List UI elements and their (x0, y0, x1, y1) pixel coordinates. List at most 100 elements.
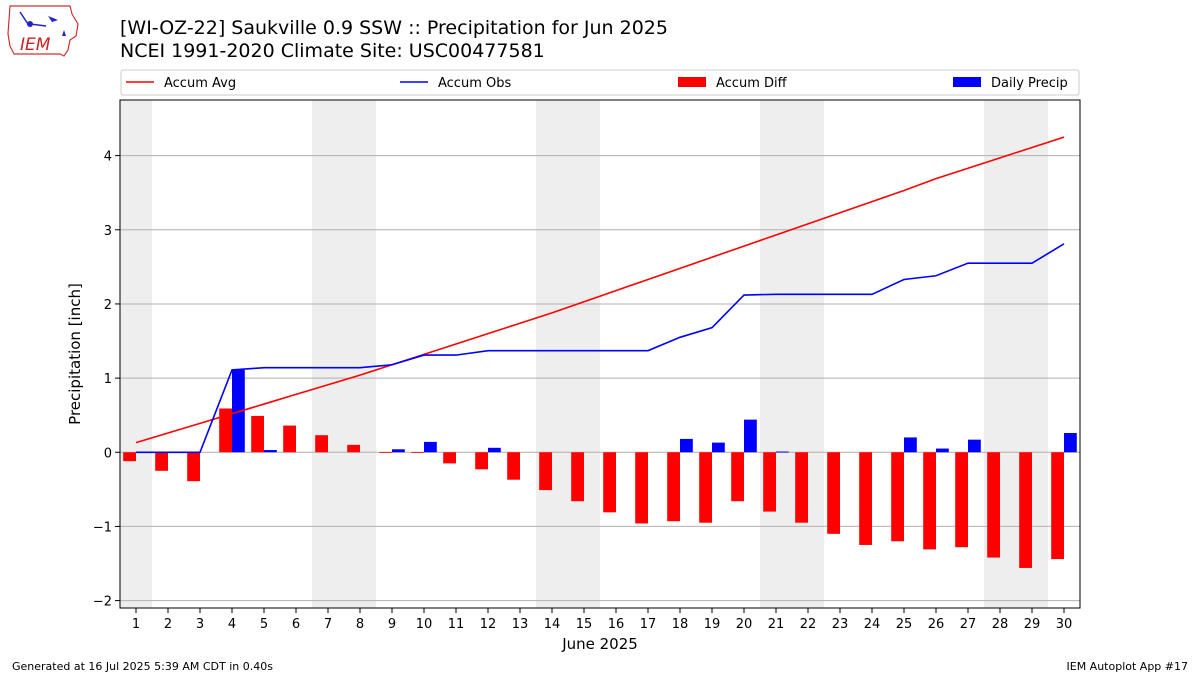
chart-subtitle: NCEI 1991-2020 Climate Site: USC00477581 (120, 40, 545, 62)
accum-obs-line (136, 243, 1065, 454)
accum-diff-bar (635, 452, 648, 524)
bars (123, 369, 1077, 568)
accum-diff-bar (443, 452, 456, 464)
accum-diff-bar (571, 452, 584, 502)
x-tick-label: 13 (512, 617, 529, 632)
daily-precip-bar (936, 448, 949, 453)
chart-title: [WI-OZ-22] Saukville 0.9 SSW :: Precipit… (120, 17, 668, 39)
y-axis-label: Precipitation [inch] (66, 283, 84, 425)
x-tick-label: 1 (132, 617, 140, 632)
legend-label: Accum Diff (716, 76, 788, 91)
accum-diff-bar (411, 452, 424, 454)
daily-precip-bar (712, 442, 725, 453)
y-axis-ticks: −2 −1 0 1 2 3 4 (93, 150, 120, 610)
accum-diff-bar (155, 452, 168, 471)
x-tick-label: 24 (864, 617, 881, 632)
y-tick-label: −1 (93, 520, 112, 535)
x-tick-label: 23 (832, 617, 849, 632)
x-tick-label: 6 (292, 617, 300, 632)
x-tick-label: 19 (704, 617, 721, 632)
x-tick-label: 7 (324, 617, 332, 632)
daily-precip-bar (968, 439, 981, 453)
footer-generated: Generated at 16 Jul 2025 5:39 AM CDT in … (12, 660, 273, 673)
legend-bar-swatch (678, 77, 706, 87)
accum-diff-bar (1019, 452, 1032, 568)
accum-diff-bar (923, 452, 936, 550)
x-tick-label: 3 (196, 617, 204, 632)
x-tick-label: 12 (480, 617, 497, 632)
x-tick-label: 14 (544, 617, 561, 632)
x-tick-label: 10 (416, 617, 433, 632)
weekend-band (120, 100, 152, 608)
plot-frame (119, 99, 1081, 609)
accum-diff-bar (507, 452, 520, 480)
accum-diff-bar (891, 452, 904, 542)
x-tick-label: 15 (576, 617, 593, 632)
weekend-bands (120, 100, 1048, 608)
daily-precip-bar (1064, 432, 1077, 453)
accum-diff-bar (379, 452, 392, 454)
legend-bar-swatch (953, 77, 981, 87)
x-tick-label: 18 (672, 617, 689, 632)
daily-precip-bar (680, 438, 693, 453)
legend: Accum Avg Accum Obs Accum Diff Daily Precip (120, 69, 1080, 96)
weekend-band (536, 100, 600, 608)
x-tick-label: 21 (768, 617, 785, 632)
legend-box (120, 69, 1080, 96)
daily-precip-bar (264, 450, 277, 453)
footer-app: IEM Autoplot App #17 (1066, 660, 1189, 673)
accum-diff-bar (603, 452, 616, 513)
x-tick-label: 4 (228, 617, 236, 632)
y-tick-label: 4 (104, 150, 112, 165)
accum-diff-bar (827, 452, 840, 534)
x-tick-label: 25 (896, 617, 913, 632)
x-tick-label: 27 (960, 617, 977, 632)
daily-precip-bar (424, 441, 437, 453)
accum-diff-bar (219, 408, 232, 453)
accum-diff-bar (539, 452, 552, 491)
x-tick-label: 17 (640, 617, 657, 632)
accum-diff-bar (731, 452, 744, 502)
accum-diff-bar (283, 425, 296, 453)
x-tick-label: 26 (928, 617, 945, 632)
accum-diff-bar (859, 452, 872, 545)
accum-diff-bar (1051, 452, 1064, 560)
weekend-band (312, 100, 376, 608)
accum-diff-bar (699, 452, 712, 523)
accum-diff-bar (955, 452, 968, 548)
y-tick-label: 2 (104, 298, 112, 313)
x-tick-label: 9 (388, 617, 396, 632)
accum-diff-bar (251, 415, 264, 453)
x-axis-label: June 2025 (561, 635, 638, 653)
accum-diff-bar (987, 452, 1000, 558)
x-axis-ticks: 1 2 3 4 5 6 7 8 9 10 11 12 13 14 15 16 17 18 19 20 21 22 23 24 2… (132, 608, 1072, 632)
accum-avg-line (135, 136, 1065, 444)
accum-diff-bar (475, 452, 488, 470)
daily-precip-bar (744, 419, 757, 453)
x-tick-label: 11 (448, 617, 465, 632)
accum-diff-bar (347, 444, 360, 453)
accum-diff-bar (795, 452, 808, 523)
accum-diff-bar (315, 435, 328, 453)
accum-diff-bar (667, 452, 680, 522)
weekend-band (760, 100, 824, 608)
y-tick-label: 0 (104, 446, 112, 461)
daily-precip-bar (776, 451, 789, 453)
x-tick-label: 8 (356, 617, 364, 632)
daily-precip-bar (488, 447, 501, 453)
y-gridlines (120, 155, 1080, 602)
series-lines (135, 136, 1065, 454)
y-tick-label: 1 (104, 372, 112, 387)
accum-diff-bar (763, 452, 776, 512)
legend-label: Accum Avg (164, 76, 236, 91)
logo-text: IEM (20, 35, 51, 55)
accum-diff-bar (187, 452, 200, 482)
x-tick-label: 28 (992, 617, 1009, 632)
legend-label: Daily Precip (991, 76, 1068, 91)
x-tick-label: 20 (736, 617, 753, 632)
accum-diff-bar (123, 452, 136, 462)
x-tick-label: 2 (164, 617, 172, 632)
x-tick-label: 29 (1024, 617, 1041, 632)
daily-precip-bar (392, 449, 405, 453)
